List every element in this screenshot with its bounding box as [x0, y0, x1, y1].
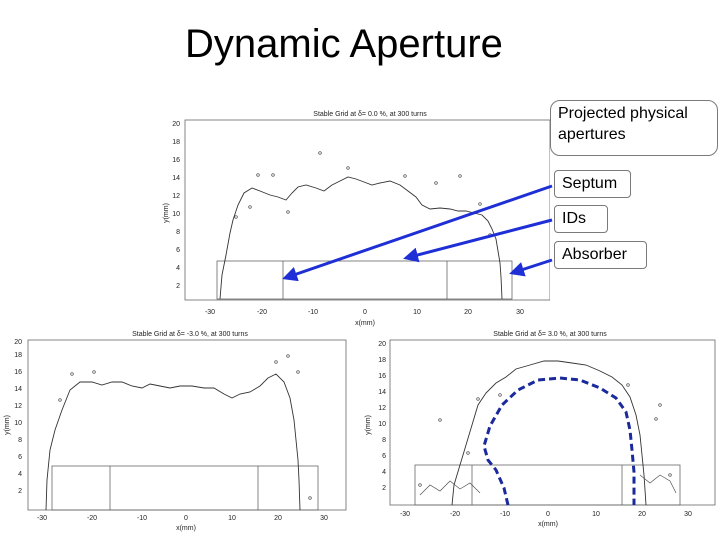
- plot-frame: [389, 339, 716, 506]
- x-tick: 10: [592, 511, 600, 518]
- y-tick: 18: [172, 139, 180, 146]
- y-tick: 20: [172, 121, 180, 128]
- x-tick: -10: [500, 511, 510, 518]
- callout-ids: IDs: [554, 205, 608, 233]
- x-tick: 0: [184, 515, 188, 522]
- x-tick: 20: [464, 309, 472, 316]
- y-tick: 10: [378, 421, 386, 428]
- x-tick: 20: [274, 515, 282, 522]
- aperture-box: [216, 260, 513, 300]
- x-tick: -20: [87, 515, 97, 522]
- y-tick: 6: [18, 454, 22, 461]
- y-axis-label: y(mm): [365, 415, 372, 435]
- y-axis-label: y(mm): [163, 203, 170, 223]
- x-tick: -20: [257, 309, 267, 316]
- y-tick: 2: [18, 488, 22, 495]
- y-tick: 12: [378, 405, 386, 412]
- plot-frame: [184, 119, 551, 301]
- x-tick: -30: [400, 511, 410, 518]
- x-tick: -10: [308, 309, 318, 316]
- x-tick: -10: [137, 515, 147, 522]
- x-tick: 20: [638, 511, 646, 518]
- y-tick: 16: [378, 373, 386, 380]
- y-tick-labels: 2 4 6 8 10 12 14 16 18 20: [172, 121, 180, 290]
- x-tick: 10: [413, 309, 421, 316]
- x-tick: -30: [205, 309, 215, 316]
- y-tick: 6: [176, 247, 180, 254]
- y-tick: 8: [18, 437, 22, 444]
- y-axis-label: y(mm): [4, 415, 11, 435]
- dynamic-aperture-boundary: [451, 360, 647, 506]
- y-tick: 10: [172, 211, 180, 218]
- x-tick: 10: [228, 515, 236, 522]
- x-tick: -20: [450, 511, 460, 518]
- y-tick: 16: [172, 157, 180, 164]
- dynamic-aperture-boundary: [45, 373, 301, 511]
- y-tick-labels: 2 4 6 8 10 12 14 16 18 20: [378, 341, 386, 492]
- y-tick: 12: [14, 403, 22, 410]
- dynamic-aperture-boundary: [219, 176, 503, 300]
- y-tick: 18: [378, 357, 386, 364]
- aperture-box: [51, 465, 319, 511]
- plot-title: Stable Grid at δ= 0.0 %, at 300 turns: [313, 111, 427, 118]
- y-tick: 12: [172, 193, 180, 200]
- x-tick-labels: -30 -20 -10 0 10 20 30: [205, 309, 524, 316]
- y-tick: 20: [14, 339, 22, 346]
- x-axis-label: x(mm): [355, 320, 375, 327]
- x-axis-label: x(mm): [176, 525, 196, 532]
- y-tick: 4: [18, 471, 22, 478]
- y-tick: 14: [172, 175, 180, 182]
- x-axis-label: x(mm): [538, 521, 558, 528]
- x-tick: -30: [37, 515, 47, 522]
- x-tick-labels: -30 -20 -10 0 10 20 30: [400, 511, 692, 518]
- y-tick: 2: [176, 283, 180, 290]
- y-tick: 8: [176, 229, 180, 236]
- y-tick: 4: [382, 469, 386, 476]
- y-tick: 16: [14, 369, 22, 376]
- y-tick: 14: [14, 386, 22, 393]
- y-tick: 20: [378, 341, 386, 348]
- slide-title: Dynamic Aperture: [185, 22, 503, 66]
- callout-absorber: Absorber: [554, 241, 647, 269]
- y-tick: 4: [176, 265, 180, 272]
- plot-delta-0: Stable Grid at δ= 0.0 %, at 300 turns 2 …: [160, 105, 551, 330]
- callout-projected-apertures: Projected physical apertures: [550, 100, 718, 156]
- y-tick: 14: [378, 389, 386, 396]
- y-tick: 6: [382, 453, 386, 460]
- x-tick: 30: [684, 511, 692, 518]
- x-tick: 30: [516, 309, 524, 316]
- y-tick: 18: [14, 352, 22, 359]
- x-tick: 0: [546, 511, 550, 518]
- plot-delta-minus-3: Stable Grid at δ= -3.0 %, at 300 turns 2…: [0, 330, 350, 540]
- y-tick: 10: [14, 420, 22, 427]
- x-tick: 30: [320, 515, 328, 522]
- plot-title: Stable Grid at δ= 3.0 %, at 300 turns: [493, 331, 607, 338]
- y-tick: 2: [382, 485, 386, 492]
- x-tick: 0: [363, 309, 367, 316]
- plot-frame: [27, 339, 347, 511]
- callout-septum: Septum: [554, 170, 631, 198]
- y-tick: 8: [382, 437, 386, 444]
- x-tick-labels: -30 -20 -10 0 10 20 30: [37, 515, 328, 522]
- plot-delta-3: Stable Grid at δ= 3.0 %, at 300 turns 2 …: [360, 325, 720, 540]
- y-tick-labels: 2 4 6 8 10 12 14 16 18 20: [14, 339, 22, 495]
- plot-title: Stable Grid at δ= -3.0 %, at 300 turns: [132, 331, 248, 338]
